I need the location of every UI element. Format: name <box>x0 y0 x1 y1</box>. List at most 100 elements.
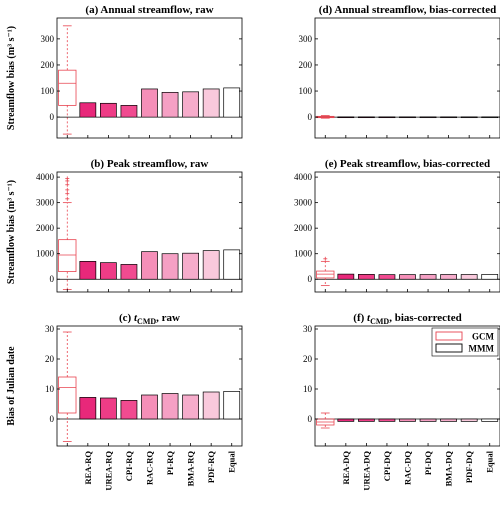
axes-frame <box>56 17 243 139</box>
panel-title-subscript: CMD <box>137 317 156 326</box>
y-tick-label: 10 <box>45 384 55 394</box>
legend-label-gcm: GCM <box>472 332 495 342</box>
panel-a: (a) Annual streamflow, raw 0 100 200 300 Stre… <box>6 4 243 139</box>
y-tick-label: 4000 <box>294 172 313 182</box>
panel-c: (c) tCMD, raw 0 10 20 30 REA-RQ UREA-RQ CPI-RQ R… <box>6 312 243 491</box>
y-axis-label: Bias of Julian date <box>6 346 17 426</box>
category-label: RAC-DQ <box>403 451 413 485</box>
bar-rac-dq <box>399 274 416 280</box>
bar-equal <box>223 87 241 118</box>
panel-d: (d) Annual streamflow, bias-corrected 0 10… <box>299 4 500 139</box>
bar-rea-rq <box>79 102 97 118</box>
panel-title: (c) tCMD, raw <box>119 312 180 326</box>
y-tick-label: 3000 <box>294 198 313 208</box>
panel-title-italic: t <box>134 312 138 324</box>
y-tick-label: 200 <box>299 60 313 70</box>
bar-rac-rq <box>141 251 158 280</box>
category-label: Equal <box>227 450 237 472</box>
y-tick-label: 300 <box>299 34 313 44</box>
bar-pi-rq <box>161 91 179 118</box>
y-tick-label: 300 <box>41 34 55 44</box>
bar-pi-rq <box>161 393 179 420</box>
bar-cpi-dq <box>378 418 396 422</box>
legend-swatch-gcm <box>435 331 463 341</box>
bar-bma-dq <box>440 116 457 119</box>
category-label: Equal <box>485 450 495 472</box>
bar-cpi-dq <box>378 274 396 280</box>
panel-title-prefix: (b) <box>91 158 107 170</box>
panel-title-prefix: (d) <box>319 4 335 16</box>
y-tick-label: 0 <box>308 112 313 122</box>
bar-pi-dq <box>419 274 437 280</box>
panel-title-text: , raw <box>156 312 180 324</box>
bar-bma-rq <box>182 91 199 118</box>
bar-equal <box>481 116 499 119</box>
panel-title-italic: t <box>367 312 371 324</box>
bar-urea-dq <box>358 274 375 280</box>
legend-label-mmm: MMM <box>469 344 495 354</box>
category-label: PDF-DQ <box>464 451 474 483</box>
bar-cpi-rq <box>120 400 138 420</box>
bar-urea-dq <box>358 418 375 422</box>
y-tick-label: 20 <box>303 354 313 364</box>
bar-pdf-rq <box>202 391 220 420</box>
y-tick-label: 0 <box>50 274 55 284</box>
panel-f: (f) tCMD, bias-corrected 0 10 20 30 REA-DQ URE… <box>303 312 500 491</box>
legend-swatch-mmm <box>435 343 463 353</box>
bar-rac-rq <box>141 88 158 118</box>
panel-title-text: Peak streamflow, raw <box>107 158 209 170</box>
bar-bma-dq <box>440 274 457 280</box>
bar-rac-dq <box>399 418 416 422</box>
y-tick-label: 0 <box>308 274 313 284</box>
category-label: BMA-DQ <box>444 451 454 487</box>
panel-title-prefix: (a) <box>85 4 100 16</box>
bar-bma-rq <box>182 394 199 420</box>
panel-title: (a) Annual streamflow, raw <box>85 4 213 16</box>
panel-title: (b) Peak streamflow, raw <box>91 158 209 170</box>
category-label: PI-RQ <box>165 451 175 475</box>
y-tick-label: 200 <box>41 60 55 70</box>
bar-bma-rq <box>182 252 199 280</box>
bar-rea-dq <box>337 273 355 280</box>
panel-title-prefix: (e) <box>325 158 340 170</box>
bar-cpi-dq <box>378 116 396 119</box>
y-tick-label: 30 <box>45 324 55 334</box>
y-axis-label: Streamflow bias (m³ s⁻¹) <box>6 180 17 284</box>
bar-cpi-rq <box>120 264 138 280</box>
bar-equal <box>223 249 241 280</box>
panel-title-prefix: (c) <box>119 312 134 324</box>
panel-title-text: Peak streamflow, bias-corrected <box>340 158 490 170</box>
bar-urea-dq <box>358 116 375 119</box>
bar-rac-dq <box>399 116 416 119</box>
category-label: CPI-DQ <box>382 451 392 482</box>
category-label: REA-RQ <box>83 451 93 485</box>
panel-b: (b) Peak streamflow, raw 0 1000 2000 3000 400… <box>6 158 243 293</box>
category-label: PDF-RQ <box>206 451 216 483</box>
bar-equal <box>481 274 499 280</box>
panel-title-prefix: (f) <box>353 312 367 324</box>
bar-pdf-dq <box>460 418 478 422</box>
bar-rea-rq <box>79 397 97 420</box>
gcm-box <box>58 239 77 272</box>
panel-title-subscript: CMD <box>370 317 389 326</box>
bar-pdf-dq <box>460 274 478 280</box>
axes-frame <box>314 17 500 139</box>
category-label: BMA-RQ <box>186 451 196 487</box>
bar-urea-rq <box>100 102 117 118</box>
panel-title: (d) Annual streamflow, bias-corrected <box>319 4 496 16</box>
panel-title-text: Annual streamflow, bias-corrected <box>334 4 496 16</box>
y-tick-label: 30 <box>303 324 313 334</box>
y-tick-label: 1000 <box>294 249 313 259</box>
y-tick-label: 20 <box>45 354 55 364</box>
axes-frame <box>56 325 243 447</box>
y-tick-label: 100 <box>299 86 313 96</box>
bar-pi-dq <box>419 418 437 422</box>
category-label: CPI-RQ <box>124 451 134 482</box>
bar-pdf-rq <box>202 88 220 118</box>
bar-rea-dq <box>337 418 355 422</box>
bar-urea-rq <box>100 397 117 420</box>
y-tick-label: 4000 <box>36 172 55 182</box>
panel-title: (f) tCMD, bias-corrected <box>353 312 461 326</box>
y-tick-label: 2000 <box>294 223 313 233</box>
